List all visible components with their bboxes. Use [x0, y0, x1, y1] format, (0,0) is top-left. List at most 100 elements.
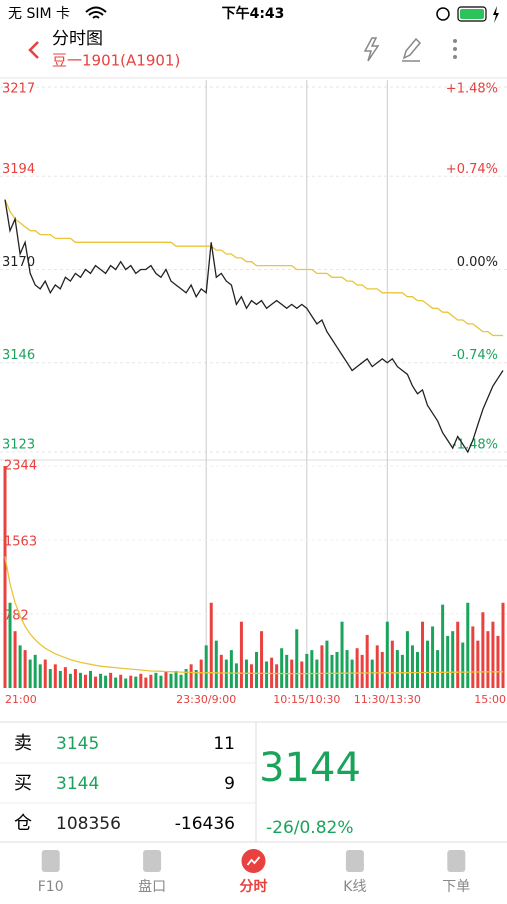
volume-bar — [58, 670, 62, 688]
volume-bar — [300, 661, 304, 688]
volume-bar — [204, 645, 208, 688]
volume-bar — [169, 673, 173, 688]
volume-bar — [23, 650, 27, 688]
volume-bar — [149, 674, 153, 688]
row-label: 买 — [14, 773, 32, 794]
tab-label[interactable]: K线 — [343, 879, 366, 895]
volume-bar — [255, 652, 259, 688]
volume-bar — [451, 631, 455, 688]
volume-bar — [395, 650, 399, 688]
x-tick-label: 10:15/10:30 — [273, 693, 340, 706]
volume-bar — [209, 602, 213, 688]
volume-bar — [325, 640, 329, 688]
pct-label: -1.48% — [452, 438, 498, 453]
wifi-icon — [85, 6, 107, 19]
volume-bar — [53, 664, 57, 688]
tab-icon[interactable] — [345, 850, 364, 872]
volume-tick-label: 1563 — [4, 534, 37, 549]
tab-label[interactable]: 盘口 — [138, 878, 166, 895]
carrier: 无 SIM 卡 — [8, 6, 70, 22]
volume-bar — [234, 663, 238, 688]
y-tick-label: 3123 — [2, 438, 35, 453]
page-title: 分时图 — [52, 29, 103, 49]
volume-bar — [68, 673, 72, 688]
pct-label: +0.74% — [446, 162, 498, 177]
row-label: 卖 — [14, 733, 32, 754]
volume-bar — [426, 640, 430, 688]
battery-level — [460, 9, 484, 19]
average-price-line — [4, 199, 503, 337]
tab-label[interactable]: 分时 — [240, 878, 268, 895]
volume-bar — [431, 626, 435, 688]
x-tick-label: 11:30/13:30 — [354, 693, 421, 706]
tab-label[interactable]: 下单 — [442, 879, 470, 895]
back-button[interactable] — [28, 41, 39, 59]
more-icon[interactable] — [453, 39, 457, 59]
volume-bar — [48, 669, 52, 688]
tab-label[interactable]: F10 — [38, 879, 64, 895]
y-tick-label: 3170 — [2, 255, 35, 270]
volume-bar — [219, 654, 223, 688]
volume-bar — [89, 670, 93, 688]
volume-bar — [320, 645, 324, 688]
volume-bar — [265, 661, 269, 688]
volume-bar — [8, 602, 12, 688]
price-line — [4, 199, 504, 454]
volume-bar — [436, 650, 440, 688]
volume-bar — [295, 629, 299, 688]
volume-bar — [481, 612, 485, 688]
volume-bar — [260, 631, 264, 688]
volume-bar — [249, 664, 253, 688]
volume-bar — [184, 669, 188, 688]
volume-bar — [18, 645, 22, 688]
volume-bar — [214, 640, 218, 688]
volume-bar — [310, 650, 314, 688]
volume-bar — [224, 659, 228, 688]
pct-label: -0.74% — [452, 348, 498, 363]
volume-bar — [345, 650, 349, 688]
volume-bar — [476, 640, 480, 688]
tab-icon[interactable] — [447, 850, 466, 872]
flash-icon[interactable] — [363, 37, 380, 62]
volume-bar — [375, 645, 379, 688]
pct-label: +1.48% — [446, 82, 498, 97]
x-tick-label: 15:00 — [474, 693, 506, 706]
pct-label: 0.00% — [457, 255, 498, 270]
row-amount: 9 — [224, 774, 235, 794]
volume-bar — [370, 659, 374, 688]
volume-bar — [94, 676, 98, 688]
volume-bar — [43, 659, 47, 688]
volume-bar — [275, 664, 279, 688]
volume-bar — [486, 631, 490, 688]
y-tick-label: 3194 — [2, 162, 35, 177]
volume-bar — [405, 631, 409, 688]
volume-bar — [456, 621, 460, 688]
volume-bar — [350, 659, 354, 688]
volume-bar — [501, 602, 505, 688]
row-value: 108356 — [56, 814, 121, 834]
volume-bar — [496, 635, 500, 688]
volume-bar — [119, 674, 123, 688]
volume-bar — [28, 659, 32, 688]
volume-bar — [13, 631, 17, 688]
volume-bar — [189, 664, 193, 688]
tab-icon[interactable] — [41, 850, 60, 872]
charging-icon — [493, 6, 499, 23]
clock: 下午4:43 — [222, 5, 285, 22]
volume-bar — [3, 466, 7, 688]
volume-bar — [134, 676, 138, 688]
volume-bar — [305, 653, 309, 688]
tab-icon[interactable] — [143, 850, 162, 872]
volume-bar — [78, 672, 82, 688]
x-tick-label: 23:30/9:00 — [176, 693, 236, 706]
volume-tick-label: 782 — [4, 608, 29, 623]
lock-icon — [436, 7, 450, 21]
volume-bar — [410, 645, 414, 688]
volume-bar — [179, 674, 183, 688]
volume-bar — [114, 677, 118, 688]
volume-bar — [340, 621, 344, 688]
volume-bar — [415, 652, 419, 688]
edit-icon[interactable] — [402, 37, 422, 62]
